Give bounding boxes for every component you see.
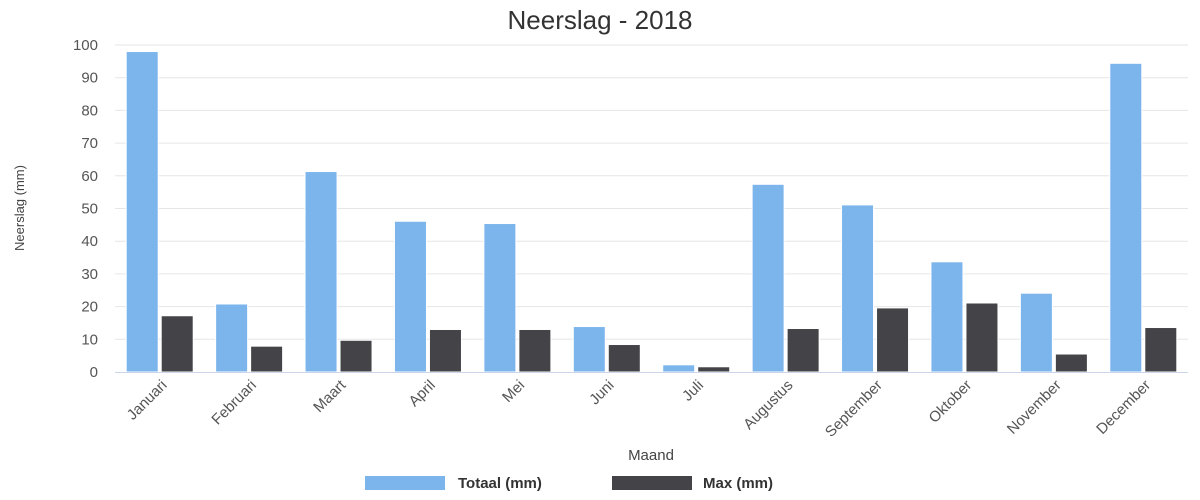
bar-totaal[interactable] <box>572 326 606 373</box>
legend-label: Max (mm) <box>703 475 773 492</box>
bar-totaal[interactable] <box>304 171 338 373</box>
legend-item-max[interactable]: Max (mm) <box>612 475 773 492</box>
chart-title: Neerslag - 2018 <box>508 5 693 35</box>
legend-swatch <box>612 476 692 490</box>
bar-totaal[interactable] <box>483 223 517 373</box>
x-tick-label: Januari <box>124 377 171 424</box>
bar-max[interactable] <box>697 366 731 373</box>
x-tick-label: September <box>822 377 886 441</box>
bar-max[interactable] <box>250 345 284 373</box>
bar-max[interactable] <box>607 344 641 373</box>
bar-max[interactable] <box>876 307 910 373</box>
bar-totaal[interactable] <box>930 261 964 373</box>
y-tick-label: 0 <box>90 364 98 381</box>
bar-totaal[interactable] <box>393 220 427 373</box>
bar-max[interactable] <box>518 328 552 373</box>
y-tick-label: 50 <box>81 201 98 218</box>
x-tick-label: Augustus <box>740 377 796 433</box>
bar-totaal[interactable] <box>662 364 696 373</box>
bar-max[interactable] <box>965 302 999 373</box>
x-axis-title: Maand <box>628 447 674 464</box>
y-axis-ticks: 0 10 20 30 40 50 60 70 80 90 100 <box>73 37 98 381</box>
bar-max[interactable] <box>160 315 194 373</box>
bar-max[interactable] <box>1054 353 1088 373</box>
x-tick-label: Mei <box>499 377 528 406</box>
y-axis-title: Neerslag (mm) <box>12 165 27 251</box>
x-tick-label: December <box>1093 377 1154 438</box>
grid-lines <box>115 44 1188 340</box>
bar-max[interactable] <box>339 339 373 373</box>
y-tick-label: 90 <box>81 70 98 87</box>
x-tick-label: Oktober <box>926 377 976 427</box>
legend-label: Totaal (mm) <box>458 475 542 492</box>
x-tick-label: Juli <box>679 377 707 405</box>
bars <box>125 51 1178 373</box>
x-tick-label: Februari <box>208 377 260 429</box>
x-axis-ticks: Januari Februari Maart April Mei Juni Juli Augu… <box>124 376 1154 440</box>
legend[interactable]: Totaal (mm) Max (mm) <box>365 475 773 492</box>
legend-item-totaal[interactable]: Totaal (mm) <box>365 475 542 492</box>
bar-totaal[interactable] <box>841 204 875 373</box>
x-tick-label: Maart <box>310 376 350 416</box>
bar-max[interactable] <box>786 328 820 373</box>
y-tick-label: 40 <box>81 233 98 250</box>
y-tick-label: 60 <box>81 168 98 185</box>
bar-totaal[interactable] <box>1109 62 1143 373</box>
bar-max[interactable] <box>428 328 462 373</box>
bar-totaal[interactable] <box>1019 292 1053 373</box>
bar-totaal[interactable] <box>215 303 249 373</box>
legend-swatch <box>365 476 445 490</box>
x-tick-label: Juni <box>586 377 617 408</box>
x-tick-label: April <box>406 377 439 410</box>
bar-totaal[interactable] <box>125 51 159 373</box>
bar-totaal[interactable] <box>751 183 785 373</box>
y-tick-label: 80 <box>81 102 98 119</box>
y-tick-label: 20 <box>81 299 98 316</box>
y-tick-label: 10 <box>81 331 98 348</box>
x-tick-label: November <box>1004 377 1065 438</box>
y-tick-label: 30 <box>81 266 98 283</box>
y-tick-label: 70 <box>81 135 98 152</box>
y-tick-label: 100 <box>73 37 98 54</box>
bar-max[interactable] <box>1144 327 1178 373</box>
